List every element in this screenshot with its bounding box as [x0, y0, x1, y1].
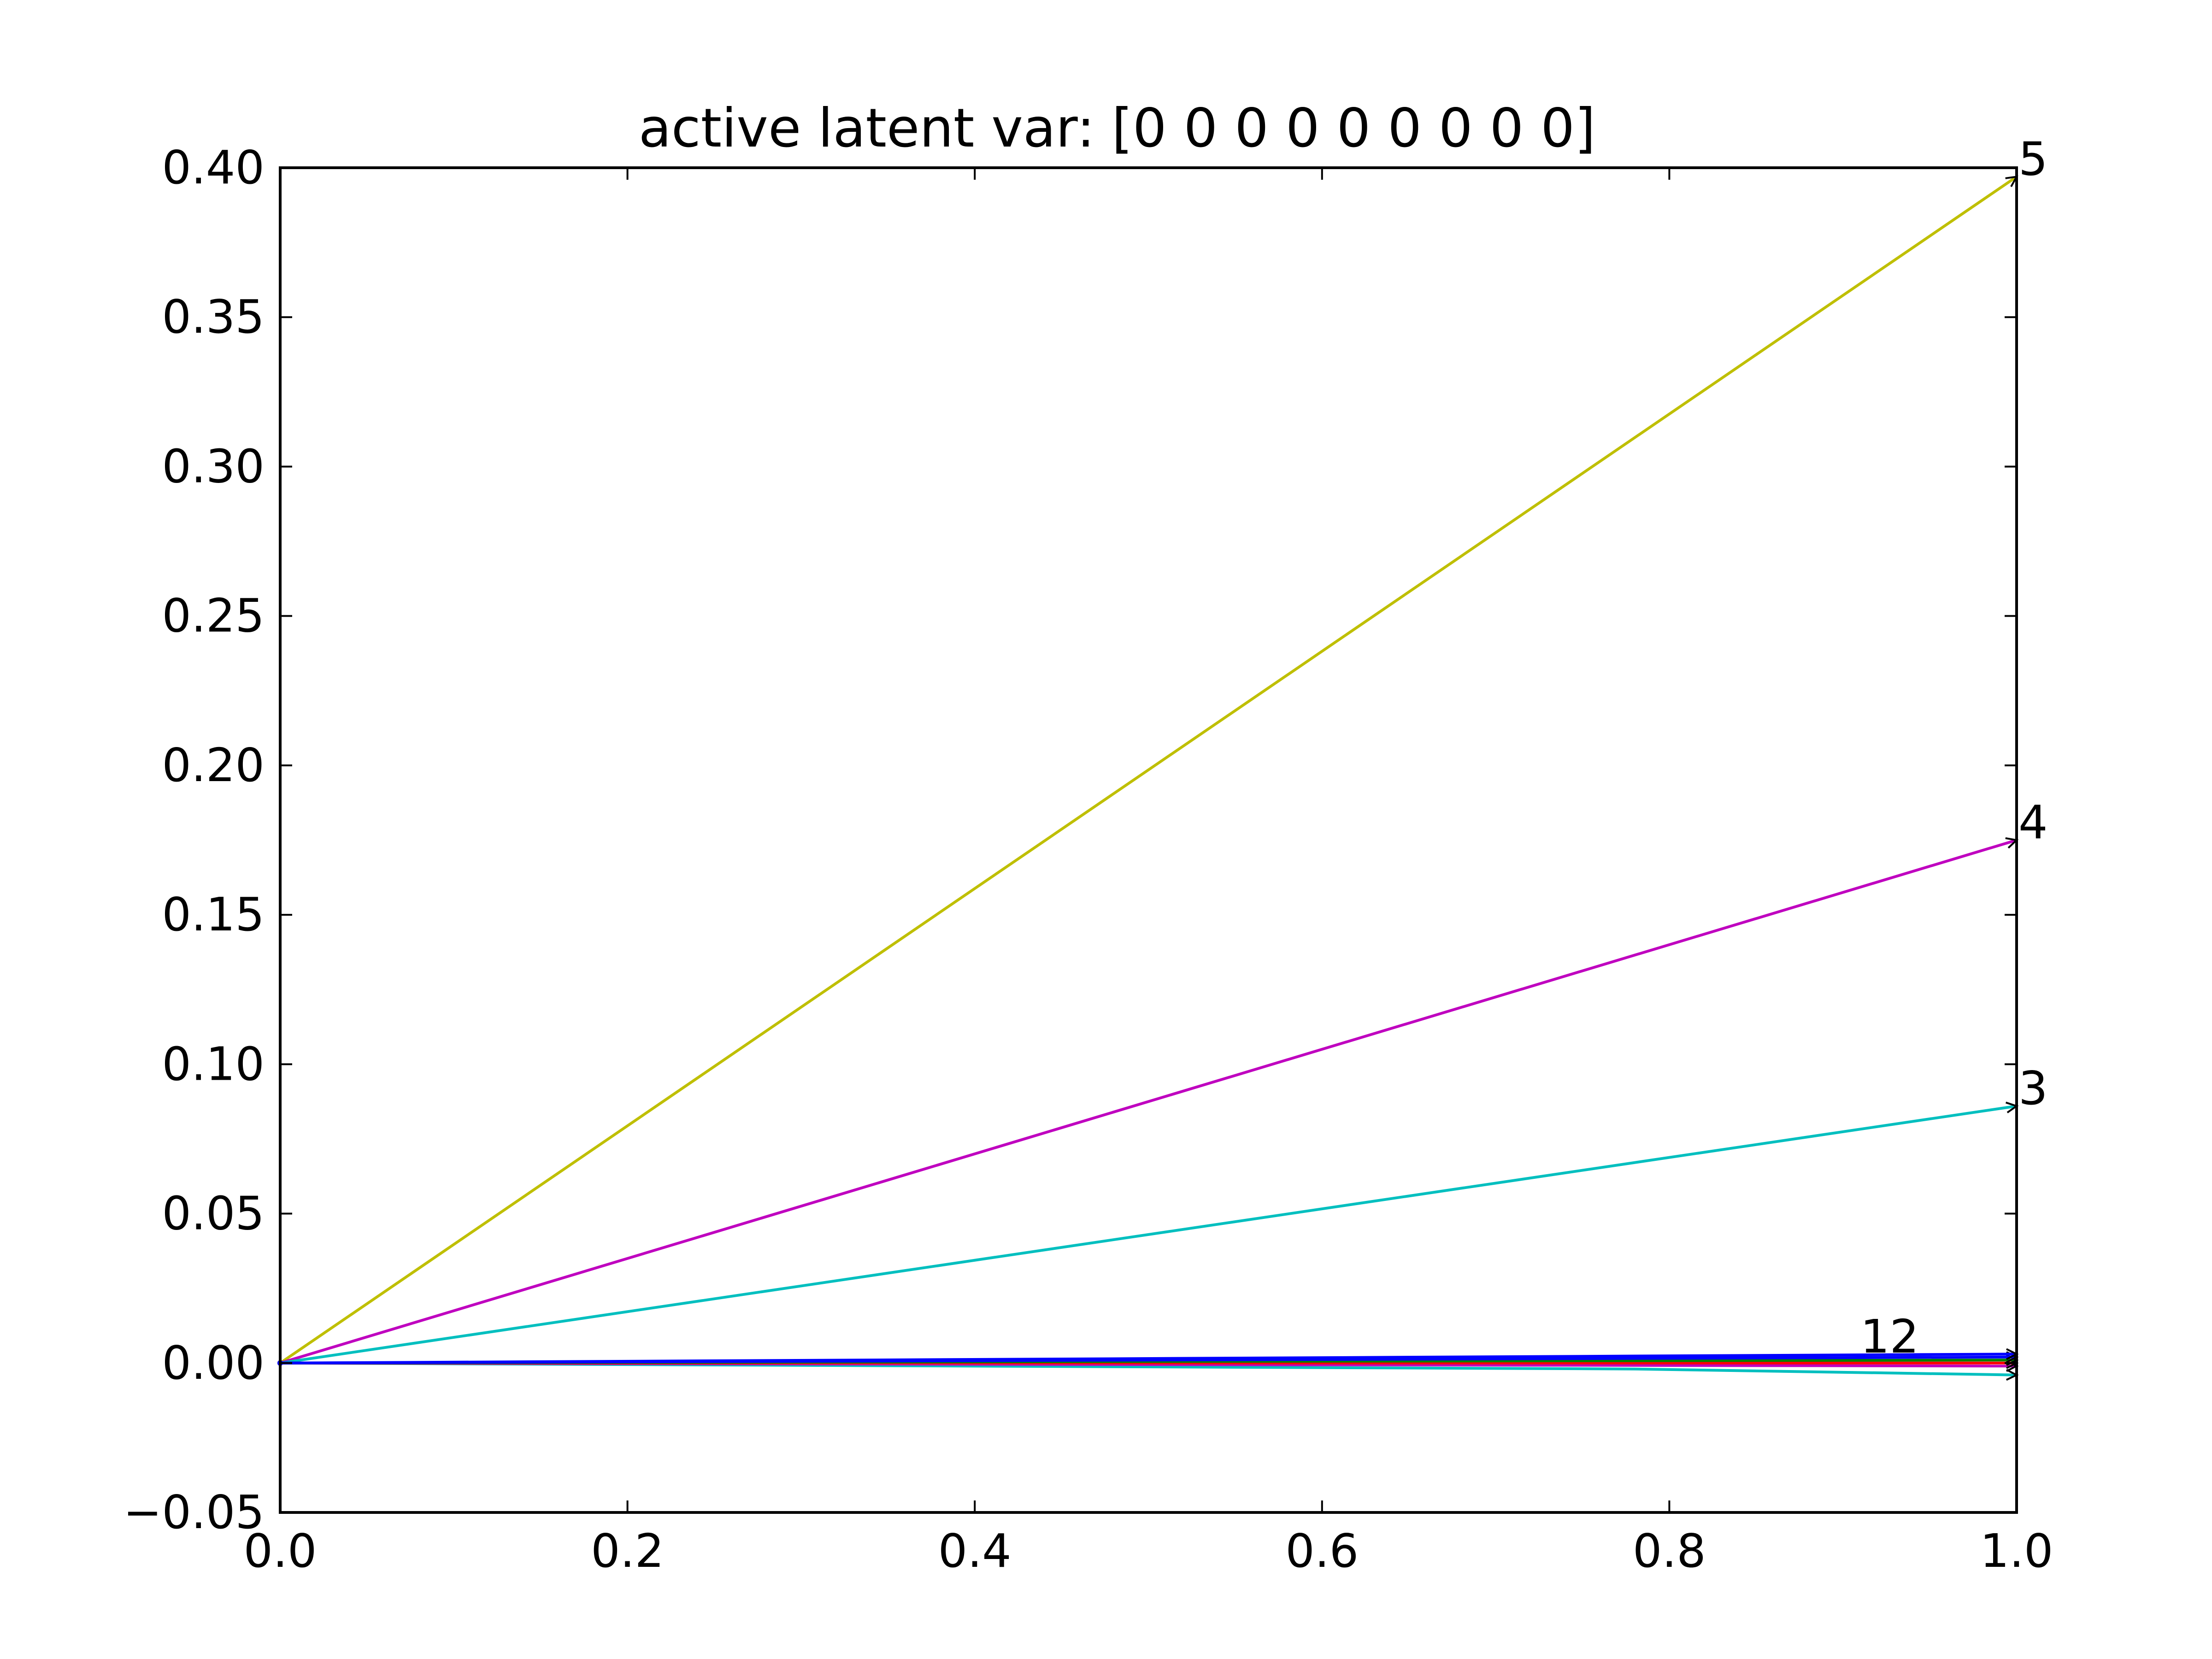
y-tick-label: 0.20 — [162, 738, 265, 792]
y-tick-label: 0.30 — [162, 439, 265, 493]
y-tick-label: 0.35 — [162, 290, 265, 344]
x-tick-label: 0.8 — [1633, 1524, 1706, 1578]
x-tick-label: 0.2 — [591, 1524, 664, 1578]
y-tick-label: −0.05 — [124, 1485, 265, 1539]
series-end-label-1: 4 — [2018, 795, 2048, 849]
series-layer — [277, 175, 2019, 1381]
y-tick-label: 0.15 — [162, 888, 265, 941]
annotation-label-0: 12 — [1860, 1310, 1919, 1364]
series-line-8 — [280, 1353, 2017, 1365]
series-line-2 — [280, 1105, 2017, 1365]
series-end-label-2: 3 — [2018, 1061, 2048, 1115]
y-tick-label: 0.00 — [162, 1336, 265, 1390]
y-tick-label: 0.40 — [162, 141, 265, 194]
y-tick-label: 0.10 — [162, 1037, 265, 1091]
x-tick-label: 0.6 — [1285, 1524, 1359, 1578]
series-line-0 — [279, 176, 2018, 1365]
series-end-label-0: 5 — [2018, 132, 2048, 186]
labels-layer: 0.0 0.2 0.4 0.6 0.8 1.0 −0.05 0.00 0.05 0.10 0.15 0… — [124, 132, 2053, 1578]
x-tick-label: 0.4 — [938, 1524, 1012, 1578]
y-tick-label: 0.25 — [162, 589, 265, 643]
plot-frame — [279, 166, 2018, 1514]
chart-title: active latent var: [0 0 0 0 0 0 0 0 0] — [639, 97, 1596, 159]
y-tick-label: 0.05 — [162, 1187, 265, 1241]
x-tick-label: 1.0 — [1980, 1524, 2053, 1578]
ticks-layer — [279, 167, 2018, 1513]
x-tick-label: 0.0 — [243, 1524, 317, 1578]
series-line-1 — [280, 839, 2017, 1365]
